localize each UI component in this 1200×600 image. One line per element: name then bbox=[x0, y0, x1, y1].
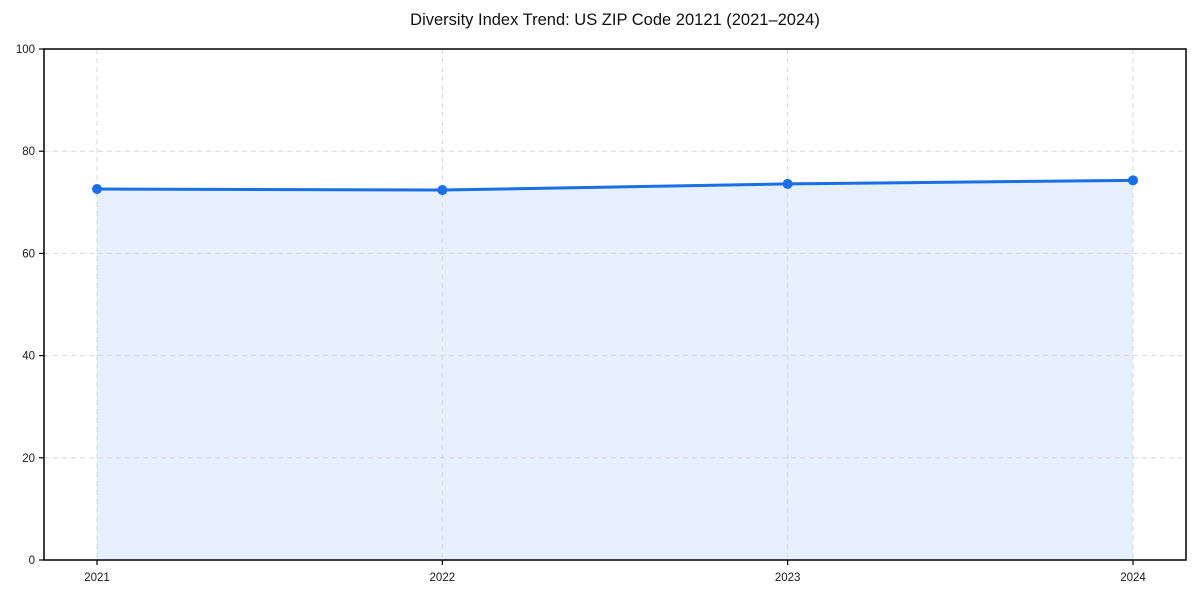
area-fill bbox=[97, 180, 1133, 560]
y-tick-label: 0 bbox=[29, 555, 35, 567]
y-tick-label: 60 bbox=[22, 248, 35, 260]
x-tick-label: 2023 bbox=[775, 572, 801, 584]
chart-title: Diversity Index Trend: US ZIP Code 20121… bbox=[410, 11, 820, 29]
data-point-marker bbox=[782, 178, 793, 189]
data-point-marker bbox=[437, 185, 448, 196]
x-tick-label: 2021 bbox=[84, 572, 110, 584]
plot-border bbox=[43, 48, 1187, 561]
data-point-marker bbox=[92, 184, 102, 195]
y-tick-label: 20 bbox=[22, 453, 35, 465]
x-tick-label: 2022 bbox=[430, 572, 456, 584]
x-tick-label: 2024 bbox=[1120, 572, 1146, 584]
y-tick-label: 80 bbox=[22, 146, 35, 158]
data-point-marker bbox=[1128, 175, 1138, 186]
y-tick-label: 40 bbox=[22, 351, 35, 363]
y-tick-label: 100 bbox=[16, 44, 35, 56]
trend-line bbox=[95, 178, 1135, 192]
